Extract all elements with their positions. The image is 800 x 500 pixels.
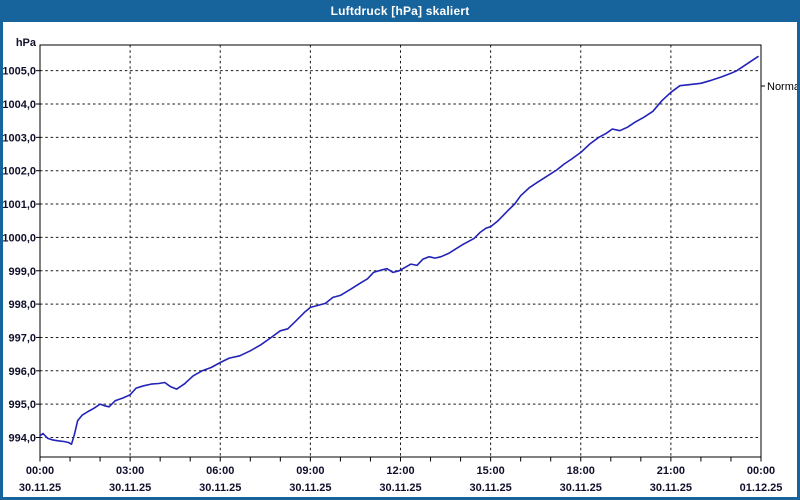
x-tick-time-label: 00:00 xyxy=(747,465,775,477)
y-tick-label: 1002,0 xyxy=(2,166,36,178)
y-tick-label: 994,0 xyxy=(8,433,36,445)
x-tick-time-label: 03:00 xyxy=(116,465,144,477)
x-axis-labels: 00:00 30.11.25 03:00 30.11.25 06:00 30.11.25 0… xyxy=(19,465,783,494)
y-tick-label: 998,0 xyxy=(8,299,36,311)
y-tick-label: 1001,0 xyxy=(2,199,36,211)
x-tick-date-label: 30.11.25 xyxy=(19,482,61,494)
window-titlebar[interactable]: Luftdruck [hPa] skaliert xyxy=(3,0,797,22)
x-tick-date-label: 30.11.25 xyxy=(470,482,512,494)
y-tick-label: 995,0 xyxy=(8,399,36,411)
plot-border xyxy=(39,44,762,458)
x-tick-time-label: 09:00 xyxy=(296,465,324,477)
y-tick-label: 999,0 xyxy=(8,266,36,278)
x-tick-time-label: 15:00 xyxy=(477,465,505,477)
y-tick-label: 997,0 xyxy=(8,332,36,344)
y-tick-label: 1004,0 xyxy=(2,99,36,111)
pressure-chart: 994,0 995,0 996,0 997,0 998,0 999,0 1000,0 1001… xyxy=(2,37,800,494)
x-tick-time-label: 18:00 xyxy=(567,465,595,477)
x-tick-date-label: 30.11.25 xyxy=(379,482,421,494)
x-tick-time-label: 12:00 xyxy=(386,465,414,477)
y-tick-label: 996,0 xyxy=(8,366,36,378)
y-axis-labels: 994,0 995,0 996,0 997,0 998,0 999,0 1000,0 1001… xyxy=(2,66,36,445)
legend-label: Normal xyxy=(767,81,800,93)
y-tick-label: 1000,0 xyxy=(2,232,36,244)
x-tick-time-label: 21:00 xyxy=(657,465,685,477)
chart-area: 994,0 995,0 996,0 997,0 998,0 999,0 1000,0 1001… xyxy=(2,22,800,497)
x-tick-time-label: 06:00 xyxy=(206,465,234,477)
axis-ticks xyxy=(36,70,762,462)
x-tick-date-label: 30.11.25 xyxy=(109,482,151,494)
x-tick-date-label: 01.12.25 xyxy=(740,482,783,494)
gridlines xyxy=(40,45,761,457)
x-tick-date-label: 30.11.25 xyxy=(199,482,241,494)
x-tick-time-label: 00:00 xyxy=(26,465,54,477)
x-tick-date-label: 30.11.25 xyxy=(560,482,602,494)
window-title: Luftdruck [hPa] skaliert xyxy=(330,4,470,18)
x-tick-date-label: 30.11.25 xyxy=(650,482,692,494)
y-tick-label: 1003,0 xyxy=(2,132,36,144)
pressure-series-line xyxy=(39,55,759,446)
y-axis-unit-label: hPa xyxy=(16,37,37,49)
y-tick-label: 1005,0 xyxy=(2,66,36,78)
x-tick-date-label: 30.11.25 xyxy=(289,482,331,494)
